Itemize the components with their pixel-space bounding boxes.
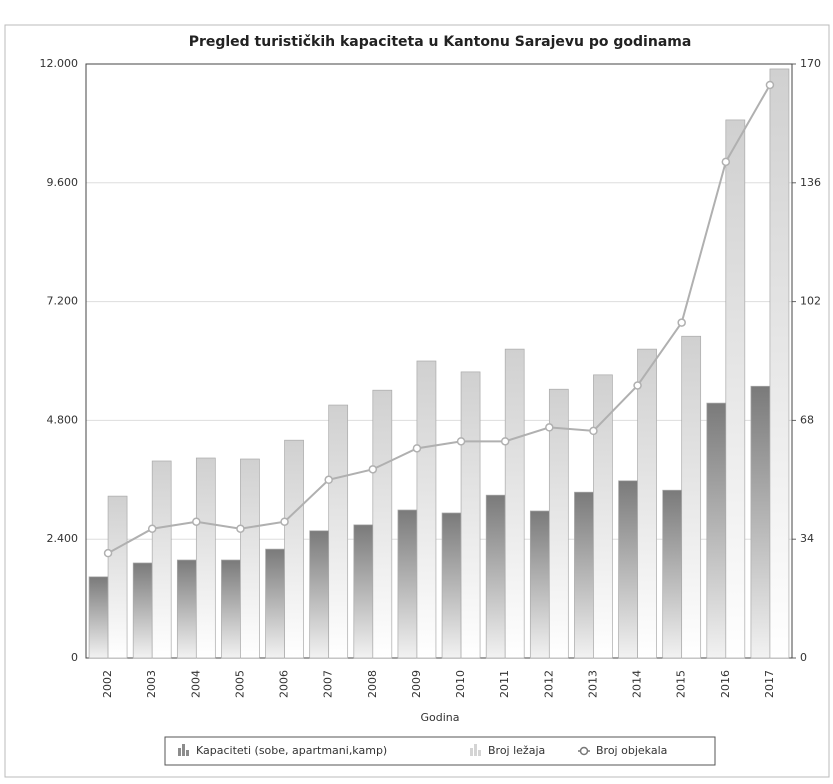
x-tick-label: 2008 <box>366 670 379 698</box>
bar <box>593 374 613 659</box>
legend-label: Broj objekala <box>596 744 667 757</box>
x-tick-label: 2017 <box>763 670 776 698</box>
bar <box>397 509 418 659</box>
bar <box>485 494 506 659</box>
bar <box>240 458 260 659</box>
point <box>103 548 113 558</box>
y2-tick-label: 102 <box>800 295 821 308</box>
point <box>633 381 642 390</box>
bar <box>265 548 285 659</box>
point <box>721 157 731 167</box>
bar <box>309 530 330 659</box>
point <box>677 318 686 327</box>
bar <box>353 524 374 659</box>
point <box>147 524 157 533</box>
bar <box>548 388 569 659</box>
x-tick-label: 2015 <box>675 670 688 698</box>
legend-swatch <box>579 746 589 756</box>
bar <box>88 576 109 659</box>
bar <box>725 119 746 659</box>
x-tick-label: 2014 <box>631 670 644 698</box>
chart-title: Pregled turističkih kapaciteta u Kantonu… <box>189 34 692 50</box>
y2-tick-label: 34 <box>800 532 814 545</box>
x-tick-label: 2002 <box>101 670 114 698</box>
bar <box>574 491 594 659</box>
point <box>192 517 201 526</box>
y2-tick-label: 170 <box>800 57 821 70</box>
x-tick-label: 2007 <box>322 670 335 698</box>
bar <box>637 348 657 659</box>
bar <box>706 402 727 659</box>
bar <box>151 460 172 659</box>
legend-label: Kapaciteti (sobe, apartmani,kamp) <box>196 744 387 757</box>
point <box>500 437 510 446</box>
y-tick-label: 7.200 <box>47 295 79 308</box>
point <box>545 423 554 432</box>
y2-tick-label: 0 <box>800 651 807 664</box>
bar <box>529 510 550 659</box>
bar <box>107 495 128 659</box>
point <box>280 517 289 526</box>
legend-swatch <box>182 744 185 756</box>
x-tick-label: 2011 <box>498 670 511 698</box>
point <box>324 475 333 485</box>
bar <box>441 512 462 659</box>
legend-swatch <box>470 748 473 756</box>
legend-swatch <box>178 748 181 756</box>
legend-swatch <box>474 744 477 756</box>
x-tick-label: 2005 <box>233 670 246 698</box>
bar <box>328 404 349 659</box>
bar <box>195 457 216 659</box>
bar <box>681 335 702 659</box>
y2-tick-label: 136 <box>800 176 821 189</box>
x-tick-label: 2016 <box>719 670 732 698</box>
bar <box>132 562 153 659</box>
point <box>765 80 775 90</box>
point <box>368 465 378 474</box>
bar <box>372 389 393 659</box>
point <box>236 524 245 533</box>
x-tick-label: 2010 <box>454 670 467 698</box>
bar <box>504 348 525 659</box>
bar <box>750 385 771 659</box>
bar <box>176 559 197 659</box>
x-tick-label: 2012 <box>542 670 555 698</box>
x-tick-label: 2009 <box>410 670 423 698</box>
line <box>107 84 771 555</box>
x-tick-label: 2004 <box>189 670 202 698</box>
bar <box>416 360 437 659</box>
x-tick-label: 2006 <box>278 670 291 698</box>
y-tick-label: 4.800 <box>47 413 79 426</box>
bar <box>284 439 304 659</box>
legend-label: Broj ležaja <box>488 744 545 757</box>
x-tick-label: 2013 <box>586 670 599 698</box>
y-tick-label: 0 <box>71 651 78 664</box>
bar <box>662 489 683 659</box>
bar <box>460 371 481 659</box>
y-tick-label: 12.000 <box>40 57 79 70</box>
legend-swatch <box>186 750 189 756</box>
legend-swatch <box>478 750 481 756</box>
y-tick-label: 9.600 <box>47 176 79 189</box>
x-tick-label: 2003 <box>145 670 158 698</box>
point <box>589 426 598 436</box>
point <box>456 437 466 446</box>
legend <box>164 736 716 766</box>
bar <box>769 68 790 659</box>
bar <box>221 559 241 659</box>
x-axis-label: Godina <box>420 711 459 724</box>
y2-tick-label: 68 <box>800 413 814 426</box>
y-tick-label: 2.400 <box>47 532 79 545</box>
point <box>412 444 422 453</box>
bar <box>618 480 638 659</box>
plot-area <box>85 63 793 659</box>
